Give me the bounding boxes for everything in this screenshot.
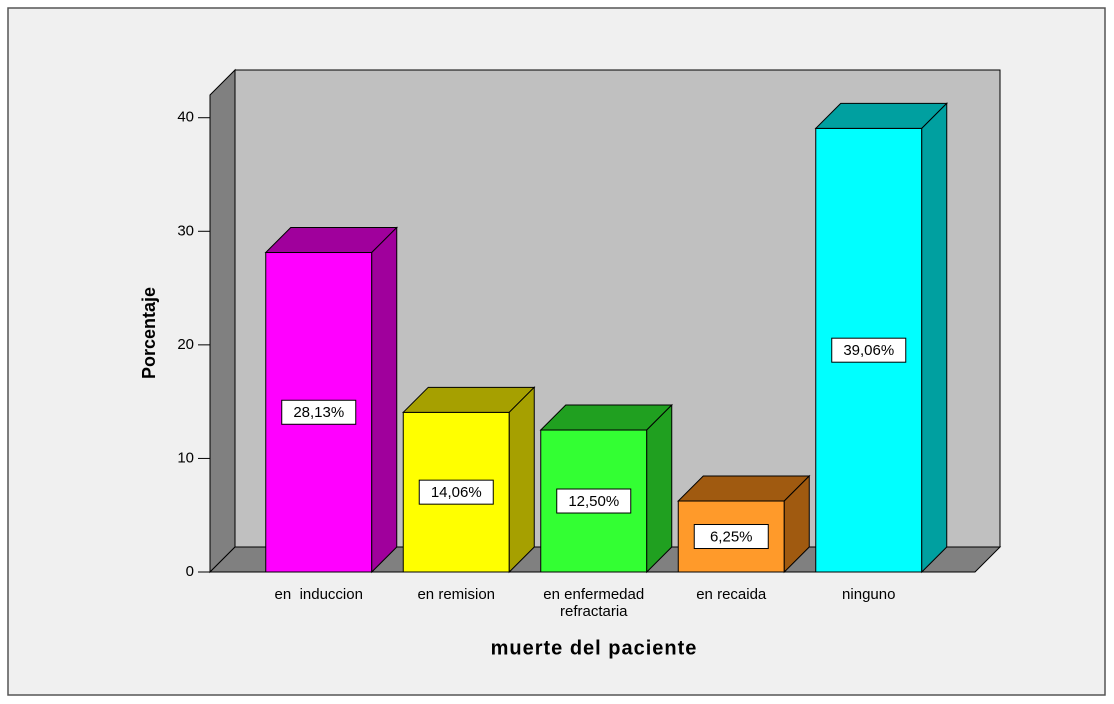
y-axis-title: Porcentaje [139, 287, 159, 379]
value-label: 39,06% [843, 342, 894, 359]
value-label: 12,50% [568, 493, 619, 510]
value-label: 6,25% [710, 528, 753, 545]
y-tick-label: 20 [177, 336, 194, 353]
value-label: 14,06% [431, 484, 482, 501]
bar-side [508, 386, 535, 574]
value-label-box [693, 524, 769, 550]
value-label-box [281, 399, 357, 425]
y-tick-label: 40 [177, 109, 194, 126]
x-tick-label: en induccion [274, 586, 363, 603]
y-tick-label: 10 [177, 449, 194, 466]
side-wall [209, 68, 236, 574]
x-tick-label: en recaida [696, 586, 767, 603]
bar-side [371, 226, 398, 574]
value-label-box [831, 337, 907, 363]
bar-side [646, 403, 673, 574]
value-label: 28,13% [293, 404, 344, 421]
value-label-box [556, 488, 632, 514]
x-tick-label: en remision [417, 586, 496, 603]
x-tick-label: ninguno [842, 586, 896, 603]
bar-side [921, 102, 948, 574]
y-tick-label: 0 [186, 563, 194, 580]
x-axis-title: muerte del paciente [491, 637, 698, 659]
x-tick-label: en enfermedad refractaria [543, 586, 645, 620]
value-label-box [418, 479, 494, 505]
bar-side [783, 474, 810, 574]
y-tick-label: 30 [177, 222, 194, 239]
